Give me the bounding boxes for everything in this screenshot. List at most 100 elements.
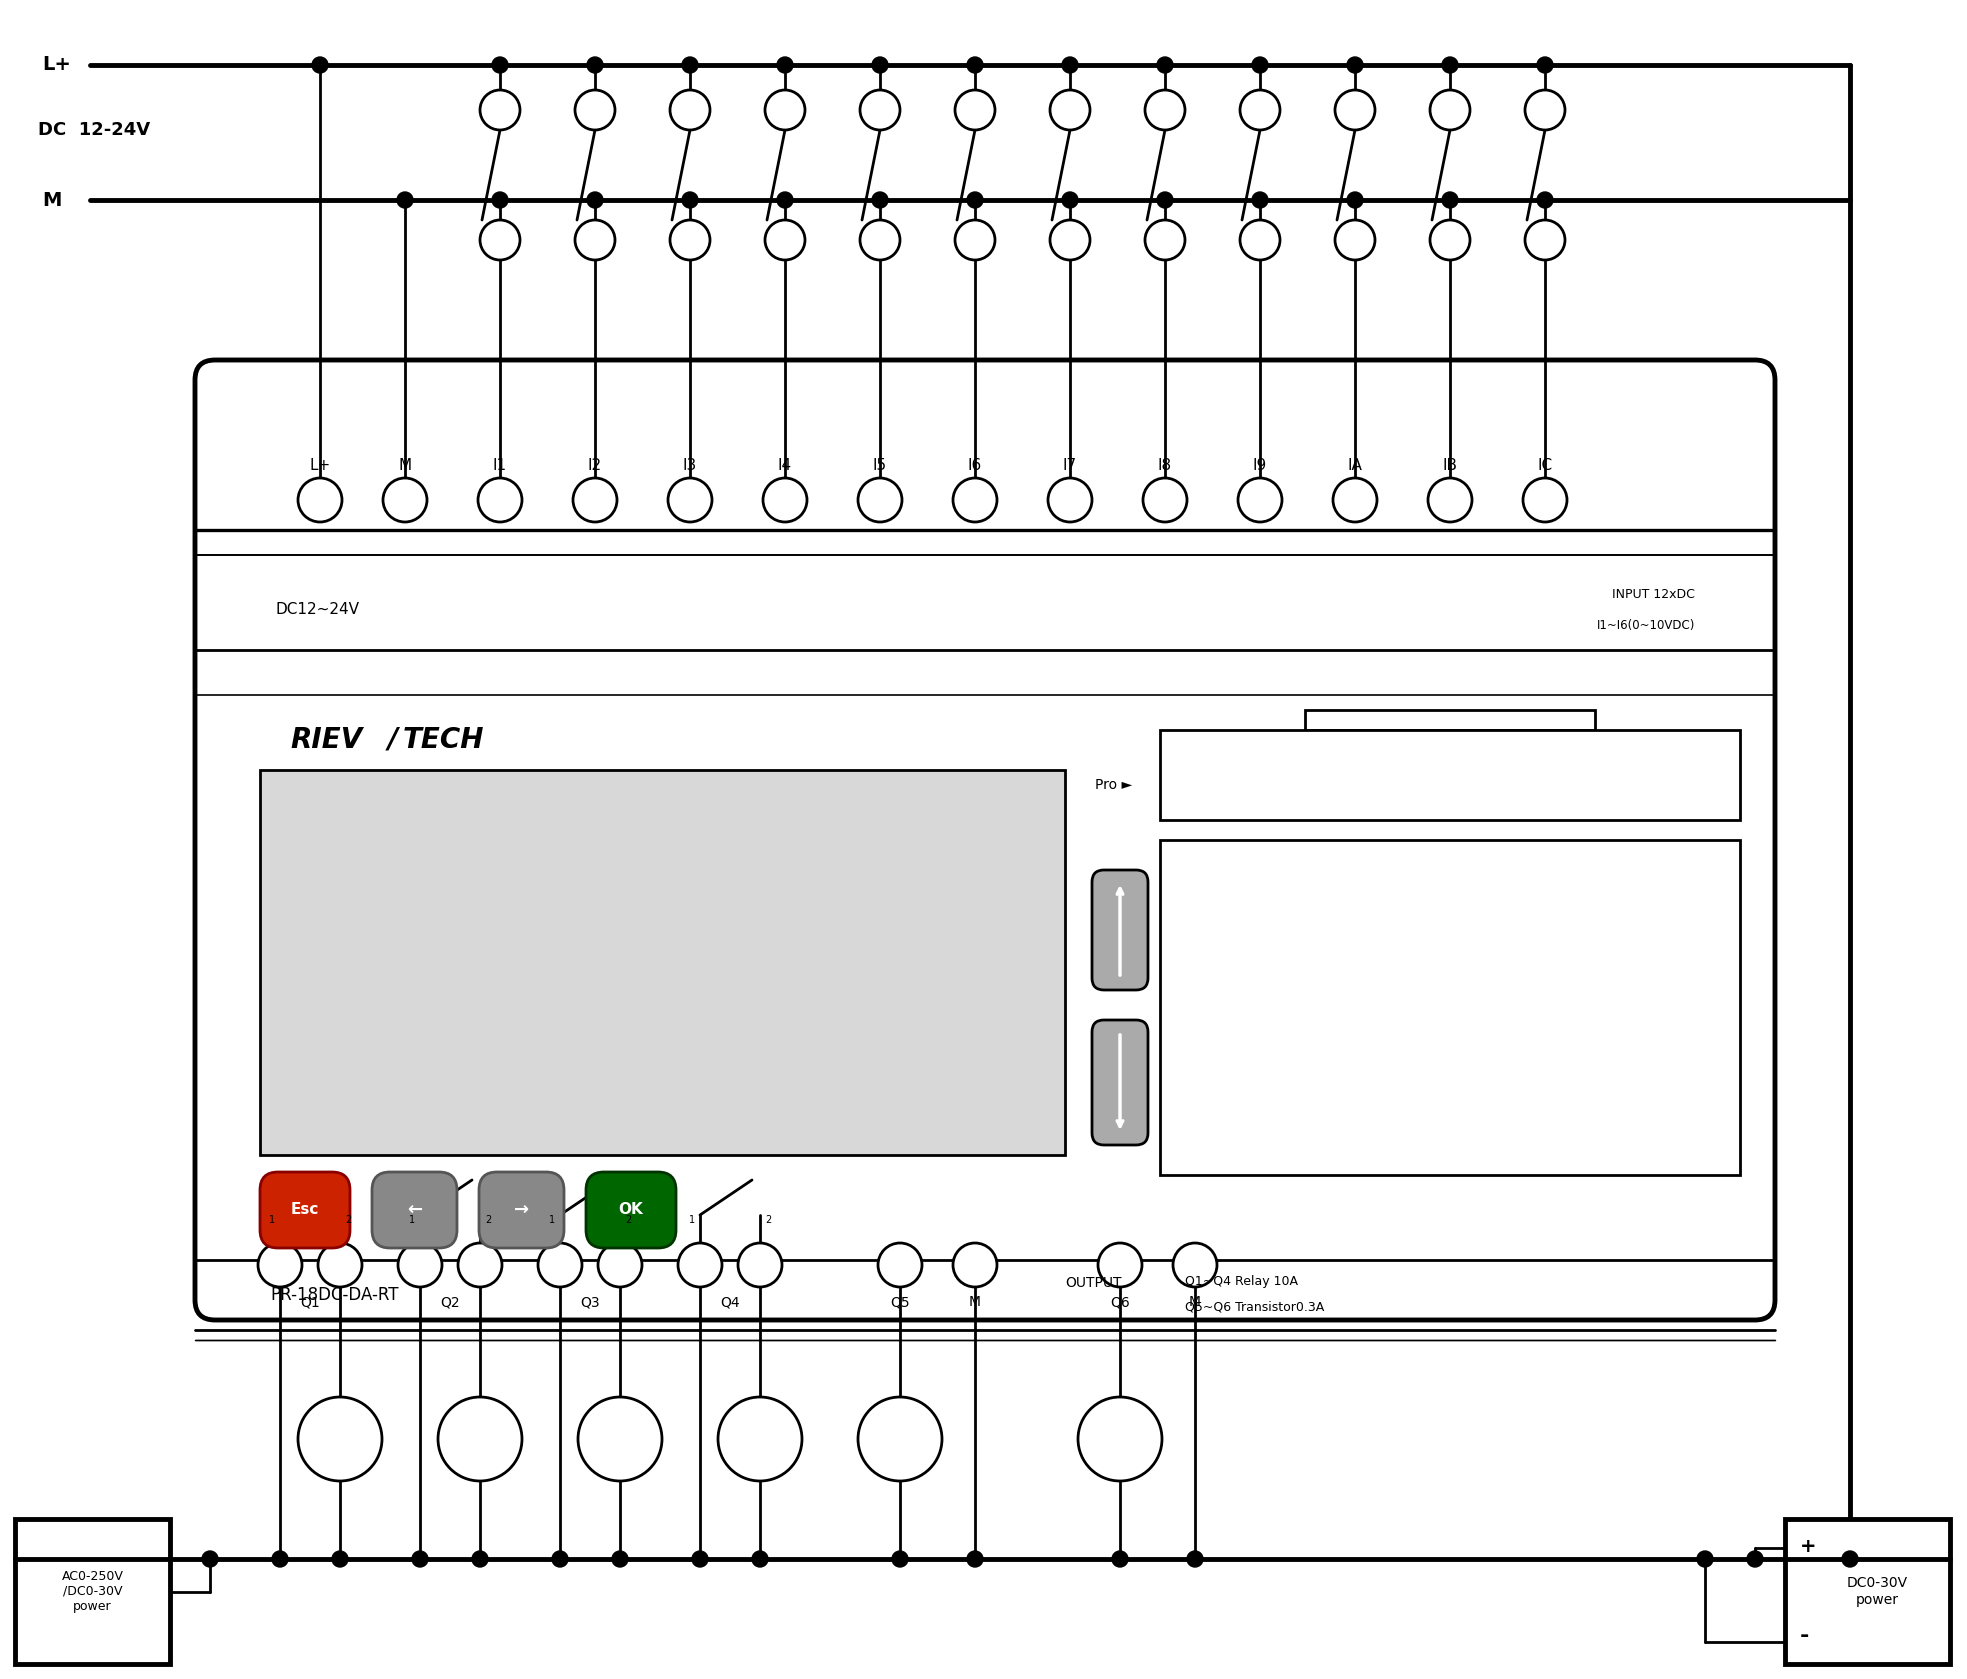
Circle shape <box>952 479 997 522</box>
Circle shape <box>574 220 616 260</box>
Circle shape <box>692 1551 708 1567</box>
Circle shape <box>1157 57 1172 72</box>
Text: IA: IA <box>1347 457 1363 472</box>
Bar <box>16 1519 169 1664</box>
Text: INPUT 12xDC: INPUT 12xDC <box>1613 589 1696 601</box>
Circle shape <box>572 479 618 522</box>
Circle shape <box>492 57 507 72</box>
Circle shape <box>1186 1551 1204 1567</box>
Circle shape <box>1347 191 1363 208</box>
Bar <box>1161 840 1741 1175</box>
Text: M: M <box>970 1295 982 1310</box>
Circle shape <box>480 91 519 129</box>
Text: DC0-30V
power: DC0-30V power <box>1847 1577 1908 1607</box>
Text: I1~I6(0~10VDC): I1~I6(0~10VDC) <box>1597 618 1696 631</box>
Circle shape <box>1050 220 1090 260</box>
FancyBboxPatch shape <box>1092 870 1149 991</box>
Circle shape <box>763 479 806 522</box>
Circle shape <box>1062 191 1078 208</box>
Text: I7: I7 <box>1062 457 1078 472</box>
Circle shape <box>671 91 710 129</box>
Text: Q4: Q4 <box>720 1295 740 1310</box>
Text: I3: I3 <box>683 457 696 472</box>
Circle shape <box>472 1551 488 1567</box>
Bar <box>1304 710 1595 730</box>
Text: RIEV: RIEV <box>289 725 362 754</box>
Circle shape <box>1253 57 1269 72</box>
FancyBboxPatch shape <box>480 1172 565 1247</box>
Text: AC0-250V
/DC0-30V
power: AC0-250V /DC0-30V power <box>61 1570 124 1614</box>
Circle shape <box>439 1397 521 1481</box>
Text: 1: 1 <box>269 1216 275 1226</box>
Circle shape <box>1524 91 1566 129</box>
Circle shape <box>1442 191 1458 208</box>
Circle shape <box>384 479 427 522</box>
Circle shape <box>492 191 507 208</box>
Circle shape <box>860 220 901 260</box>
Text: IB: IB <box>1442 457 1458 472</box>
Circle shape <box>411 1551 429 1567</box>
Circle shape <box>765 220 805 260</box>
Text: I9: I9 <box>1253 457 1267 472</box>
Circle shape <box>1442 57 1458 72</box>
Text: 1: 1 <box>688 1216 694 1226</box>
Circle shape <box>1237 479 1282 522</box>
Circle shape <box>871 57 887 72</box>
Circle shape <box>956 220 995 260</box>
FancyBboxPatch shape <box>195 359 1774 1320</box>
Text: 1: 1 <box>409 1216 415 1226</box>
Circle shape <box>612 1551 627 1567</box>
Bar <box>260 771 1064 1155</box>
Circle shape <box>1157 191 1172 208</box>
Circle shape <box>297 1397 382 1481</box>
Text: Esc: Esc <box>291 1202 319 1217</box>
Circle shape <box>1841 1551 1859 1567</box>
Circle shape <box>1111 1551 1127 1567</box>
Circle shape <box>683 57 698 72</box>
Circle shape <box>1430 91 1469 129</box>
Text: I2: I2 <box>588 457 602 472</box>
Circle shape <box>586 191 604 208</box>
Circle shape <box>952 1242 997 1288</box>
Circle shape <box>877 1242 923 1288</box>
Bar <box>1161 730 1741 819</box>
Text: Q5~Q6 Transistor0.3A: Q5~Q6 Transistor0.3A <box>1184 1301 1324 1313</box>
Circle shape <box>578 1397 663 1481</box>
Circle shape <box>1336 220 1375 260</box>
Circle shape <box>258 1242 303 1288</box>
Circle shape <box>1536 191 1554 208</box>
Circle shape <box>1347 57 1363 72</box>
Text: Q1~Q4 Relay 10A: Q1~Q4 Relay 10A <box>1184 1274 1298 1288</box>
Text: I1: I1 <box>494 457 507 472</box>
Circle shape <box>1078 1397 1162 1481</box>
Circle shape <box>332 1551 348 1567</box>
Circle shape <box>858 1397 942 1481</box>
Text: Q6: Q6 <box>1109 1295 1129 1310</box>
Circle shape <box>397 191 413 208</box>
Circle shape <box>671 220 710 260</box>
Text: I5: I5 <box>873 457 887 472</box>
Text: I6: I6 <box>968 457 982 472</box>
Circle shape <box>1145 220 1184 260</box>
Text: TECH: TECH <box>403 725 484 754</box>
Circle shape <box>968 191 984 208</box>
Text: DC  12-24V: DC 12-24V <box>37 121 149 139</box>
Circle shape <box>683 191 698 208</box>
Text: PR-18DC-DA-RT: PR-18DC-DA-RT <box>269 1286 399 1305</box>
Text: M: M <box>41 190 61 210</box>
Text: 2: 2 <box>626 1216 631 1226</box>
Circle shape <box>891 1551 909 1567</box>
Circle shape <box>1747 1551 1762 1567</box>
Circle shape <box>860 91 901 129</box>
Circle shape <box>1698 1551 1713 1567</box>
Circle shape <box>574 91 616 129</box>
Circle shape <box>458 1242 502 1288</box>
Circle shape <box>598 1242 641 1288</box>
Circle shape <box>1143 479 1186 522</box>
Text: Q5: Q5 <box>891 1295 911 1310</box>
Text: Q1: Q1 <box>301 1295 321 1310</box>
Circle shape <box>203 1551 218 1567</box>
Text: 2: 2 <box>344 1216 352 1226</box>
Text: 1: 1 <box>549 1216 555 1226</box>
Circle shape <box>1145 91 1184 129</box>
